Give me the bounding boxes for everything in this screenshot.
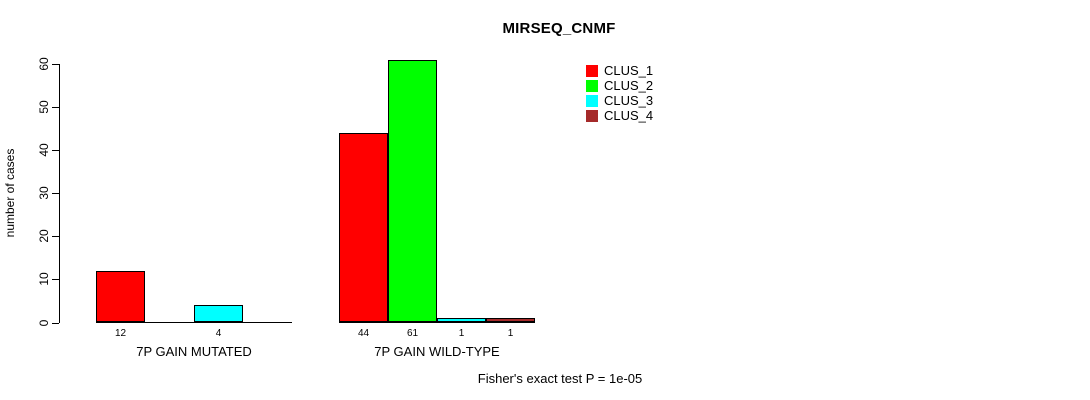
y-axis-line bbox=[59, 64, 60, 323]
bar-clus-4-7p-gain-wild-type bbox=[486, 318, 535, 323]
y-axis-tick bbox=[52, 107, 59, 109]
y-axis-label: number of cases bbox=[3, 148, 17, 238]
legend-label: CLUS_4 bbox=[604, 108, 654, 123]
bar-value-label: 12 bbox=[114, 328, 127, 339]
bar-value-label: 1 bbox=[507, 328, 514, 339]
bar-clus-3-7p-gain-wild-type bbox=[437, 318, 486, 323]
legend-item-clus-2: CLUS_2 bbox=[586, 78, 653, 93]
legend-label: CLUS_3 bbox=[604, 93, 654, 108]
category-label-7p-gain-wild-type: 7P GAIN WILD-TYPE bbox=[374, 344, 500, 359]
legend-swatch-clus-4 bbox=[586, 109, 598, 122]
x-baseline bbox=[96, 322, 292, 323]
legend-label: CLUS_2 bbox=[604, 78, 654, 93]
y-axis-tick bbox=[52, 322, 59, 324]
bar-clus-1-7p-gain-wild-type bbox=[339, 132, 388, 323]
bar-value-label: 4 bbox=[215, 328, 222, 339]
legend-item-clus-4: CLUS_4 bbox=[586, 108, 653, 123]
bar-clus-2-7p-gain-wild-type bbox=[388, 59, 437, 323]
legend-swatch-clus-3 bbox=[586, 94, 598, 107]
y-axis-tick-label: 0 bbox=[37, 319, 51, 326]
chart-title: MIRSEQ_CNMF bbox=[502, 20, 616, 37]
y-axis-tick bbox=[52, 279, 59, 281]
fisher-test-annotation: Fisher's exact test P = 1e-05 bbox=[477, 371, 643, 386]
bar-value-label: 44 bbox=[357, 328, 370, 339]
y-axis-tick-label: 30 bbox=[37, 186, 51, 200]
bar-value-label: 61 bbox=[406, 328, 419, 339]
y-axis-tick-label: 20 bbox=[37, 229, 51, 244]
y-axis-tick bbox=[52, 150, 59, 152]
y-axis-tick bbox=[52, 236, 59, 238]
y-axis-tick bbox=[52, 64, 59, 65]
y-axis-tick-label: 50 bbox=[37, 100, 51, 114]
legend-swatch-clus-1 bbox=[586, 64, 598, 77]
x-baseline bbox=[339, 322, 535, 323]
legend-item-clus-3: CLUS_3 bbox=[586, 93, 653, 108]
legend-item-clus-1: CLUS_1 bbox=[586, 63, 653, 78]
bar-clus-1-7p-gain-mutated bbox=[96, 270, 145, 323]
bar-clus-3-7p-gain-mutated bbox=[194, 305, 243, 323]
legend-label: CLUS_1 bbox=[604, 63, 654, 78]
bar-value-label: 1 bbox=[458, 328, 465, 339]
legend-swatch-clus-2 bbox=[586, 79, 598, 92]
y-axis-tick-label: 10 bbox=[37, 272, 51, 287]
y-axis-tick bbox=[52, 193, 59, 195]
y-axis-tick-label: 60 bbox=[37, 57, 51, 71]
category-label-7p-gain-mutated: 7P GAIN MUTATED bbox=[136, 344, 252, 359]
legend: CLUS_1 CLUS_2 CLUS_3 CLUS_4 bbox=[586, 63, 653, 123]
y-axis-tick-label: 40 bbox=[37, 143, 51, 157]
